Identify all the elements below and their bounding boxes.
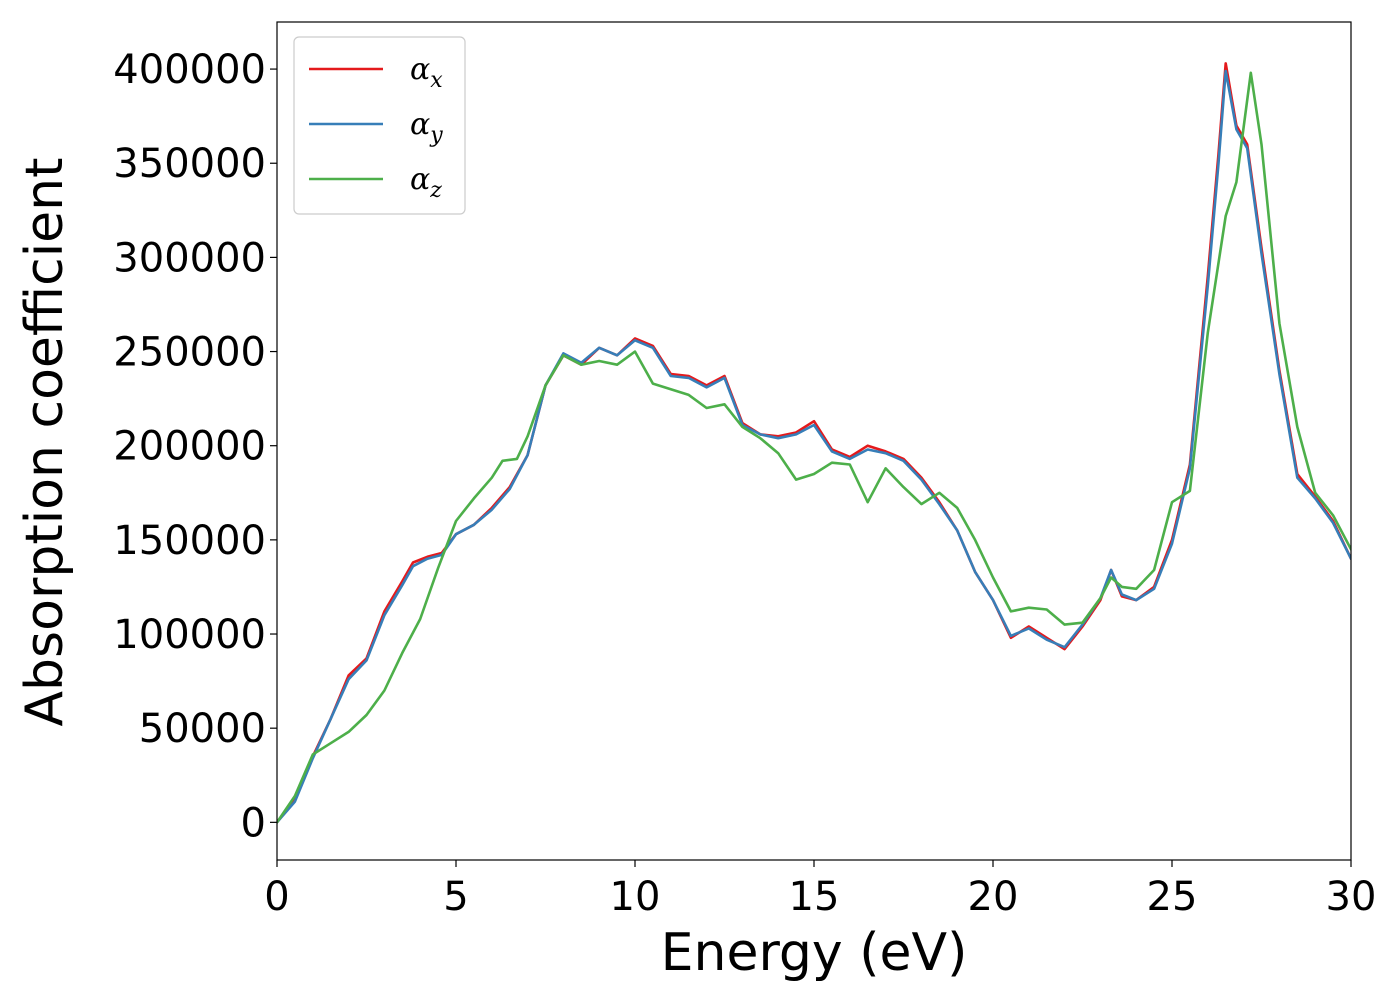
x-tick-label: 25 bbox=[1147, 874, 1198, 920]
series-line-z bbox=[277, 71, 1351, 824]
y-axis-ticks: 0 50000 100000 150000 200000 250000 300000 3500… bbox=[113, 47, 277, 846]
legend-label-y: αy bbox=[410, 107, 443, 148]
x-tick-label: 20 bbox=[968, 874, 1019, 920]
y-axis-title: Absorption coefficient bbox=[15, 157, 75, 726]
x-axis-ticks: 0 5 10 15 20 25 30 bbox=[264, 860, 1376, 920]
legend-box bbox=[293, 36, 466, 215]
y-tick-label: 300000 bbox=[113, 235, 266, 281]
y-tick-label: 0 bbox=[241, 800, 266, 846]
y-tick-label: 250000 bbox=[113, 330, 266, 376]
x-tick-label: 10 bbox=[610, 874, 661, 920]
x-tick-label: 15 bbox=[789, 874, 840, 920]
y-tick-label: 100000 bbox=[113, 612, 266, 658]
y-tick-label: 350000 bbox=[113, 141, 266, 187]
y-tick-label: 400000 bbox=[113, 47, 266, 93]
x-axis-title: Energy (eV) bbox=[661, 923, 968, 983]
legend: αx αy αz bbox=[293, 36, 466, 215]
series-line-y bbox=[277, 69, 1351, 824]
y-tick-label: 50000 bbox=[139, 706, 266, 752]
y-tick-label: 150000 bbox=[113, 518, 266, 564]
y-tick-label: 200000 bbox=[113, 424, 266, 470]
legend-label-x: αx bbox=[410, 52, 443, 93]
legend-label-z: αz bbox=[410, 162, 442, 203]
x-tick-label: 30 bbox=[1326, 874, 1377, 920]
series-lines bbox=[277, 62, 1351, 824]
x-tick-label: 5 bbox=[443, 874, 468, 920]
x-tick-label: 0 bbox=[264, 874, 289, 920]
